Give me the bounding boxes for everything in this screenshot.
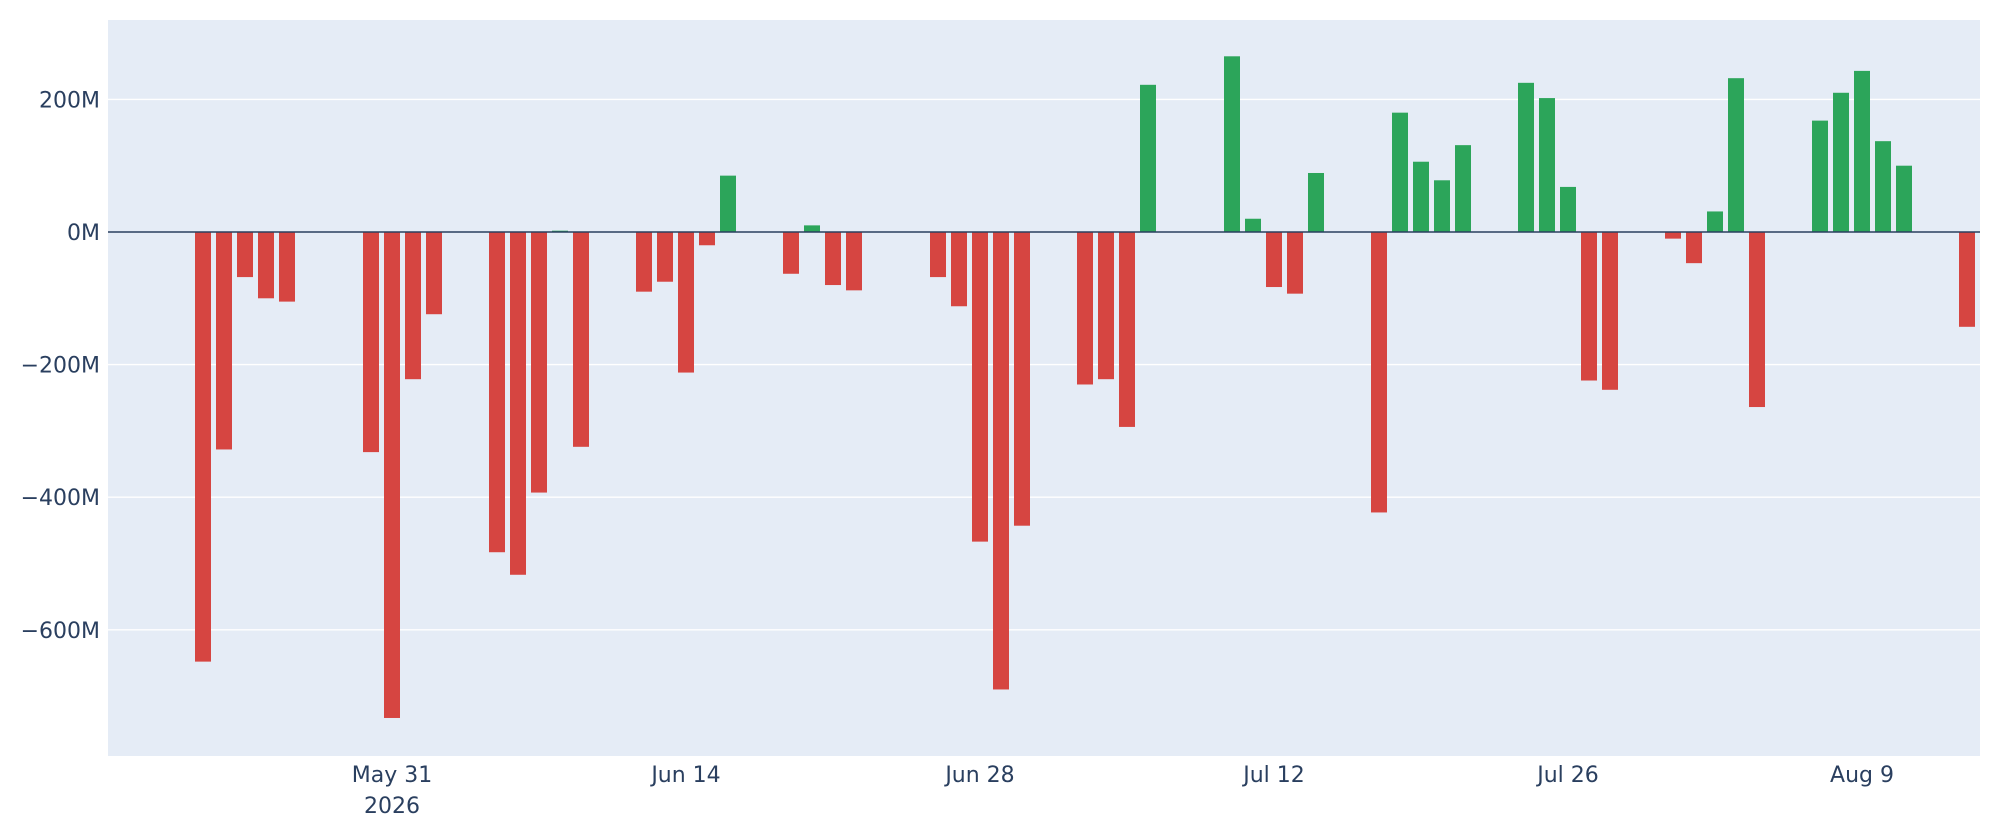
plot-background — [108, 20, 1980, 756]
bar-2026-06-01 — [405, 232, 421, 380]
bar-2026-05-23 — [216, 232, 232, 450]
bar-2026-06-22 — [846, 232, 862, 291]
bar-2026-06-14 — [678, 232, 694, 373]
y-tick-label-4: −600M — [21, 619, 100, 644]
bar-2026-06-12 — [636, 232, 652, 292]
bar-2026-07-28 — [1602, 232, 1618, 390]
bar-2026-06-19 — [783, 232, 799, 274]
bar-2026-07-25 — [1539, 98, 1555, 232]
bar-2026-05-24 — [237, 232, 253, 278]
bar-2026-05-25 — [258, 232, 274, 299]
bar-2026-06-26 — [930, 232, 946, 278]
bar-2026-08-01 — [1686, 232, 1702, 264]
bar-2026-07-11 — [1245, 218, 1261, 232]
bar-2026-07-26 — [1560, 186, 1576, 232]
bars — [195, 56, 1975, 718]
bar-2026-07-06 — [1140, 84, 1156, 233]
bar-2026-08-03 — [1728, 78, 1744, 233]
bar-2026-06-07 — [531, 232, 547, 493]
bar-2026-06-29 — [993, 232, 1009, 690]
bar-2026-06-16 — [720, 175, 736, 232]
bar-2026-07-27 — [1581, 232, 1597, 381]
bar-2026-07-12 — [1266, 232, 1282, 288]
bar-2026-07-21 — [1455, 145, 1471, 232]
bar-2026-07-24 — [1518, 82, 1534, 232]
bar-2026-07-18 — [1392, 112, 1408, 232]
bar-2026-08-08 — [1833, 92, 1849, 233]
bar-2026-06-06 — [510, 232, 526, 575]
x-tick-label-2: Jun 28 — [943, 763, 1014, 788]
x-axis-ticks: May 31 2026 Jun 14 Jun 28 Jul 12 Jul 26 Aug 9 — [352, 763, 1894, 819]
bar-2026-08-02 — [1707, 211, 1723, 232]
bar-2026-06-30 — [1014, 232, 1030, 526]
bar-2026-08-04 — [1749, 232, 1765, 408]
bar-2026-06-20 — [804, 225, 820, 232]
y-axis-ticks: 200M 0M −200M −400M −600M — [21, 88, 100, 643]
bar-2026-08-09 — [1854, 70, 1870, 233]
x-tick-sublabel-0: 2026 — [364, 794, 420, 819]
bar-2026-05-30 — [363, 232, 379, 453]
bar-2026-05-26 — [279, 232, 295, 302]
bar-2026-07-03 — [1077, 232, 1093, 385]
bar-2026-08-14 — [1959, 232, 1975, 327]
bar-2026-07-31 — [1665, 232, 1681, 239]
x-tick-label-4: Jul 26 — [1535, 763, 1599, 788]
y-tick-label-1: 0M — [67, 221, 100, 246]
bar-2026-07-17 — [1371, 232, 1387, 513]
bar-2026-05-31 — [384, 232, 400, 718]
y-tick-label-3: −400M — [21, 486, 100, 511]
bar-2026-06-05 — [489, 232, 505, 553]
bar-2026-07-19 — [1413, 161, 1429, 232]
bar-2026-08-07 — [1812, 120, 1828, 232]
x-tick-label-1: Jun 14 — [649, 763, 720, 788]
bar-2026-07-10 — [1224, 56, 1240, 233]
bar-2026-06-27 — [951, 232, 967, 307]
bar-2026-08-11 — [1896, 165, 1912, 232]
bar-2026-05-22 — [195, 232, 211, 662]
y-tick-label-0: 200M — [39, 88, 100, 113]
x-tick-label-5: Aug 9 — [1830, 763, 1894, 788]
bar-2026-07-13 — [1287, 232, 1303, 294]
bar-2026-07-04 — [1098, 232, 1114, 380]
bar-2026-07-05 — [1119, 232, 1135, 427]
bar-2026-06-28 — [972, 232, 988, 542]
bar-2026-06-02 — [426, 232, 442, 315]
x-tick-label-0: May 31 — [352, 763, 432, 788]
bar-2026-06-15 — [699, 232, 715, 246]
bar-2026-08-10 — [1875, 141, 1891, 232]
y-tick-label-2: −200M — [21, 354, 100, 379]
x-tick-label-3: Jul 12 — [1241, 763, 1305, 788]
bar-2026-06-13 — [657, 232, 673, 282]
bar-2026-06-09 — [573, 232, 589, 447]
bar-2026-07-20 — [1434, 180, 1450, 232]
bar-2026-06-21 — [825, 232, 841, 286]
bar-2026-07-14 — [1308, 172, 1324, 232]
